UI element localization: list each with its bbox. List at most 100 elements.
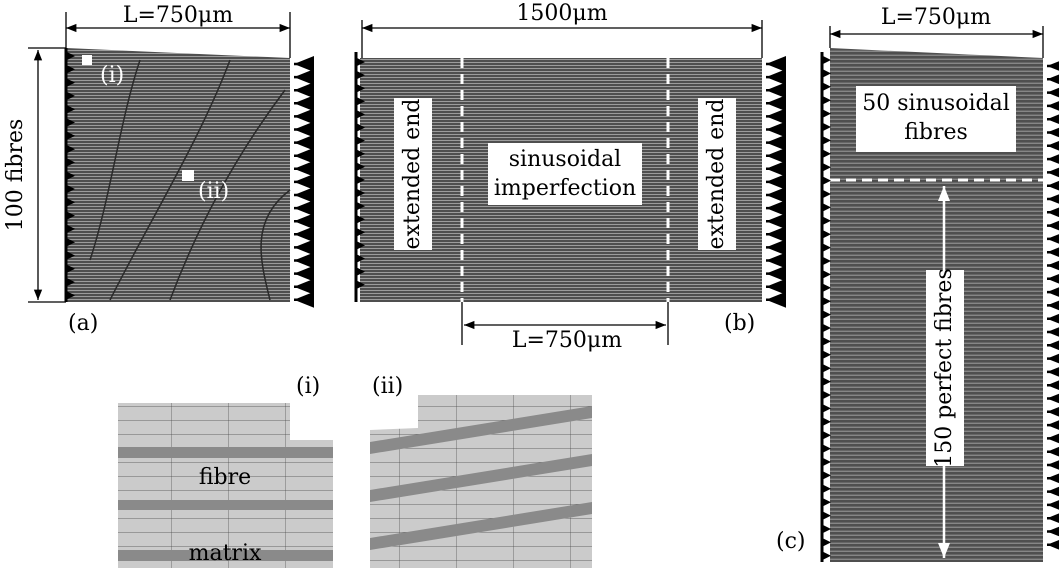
panel-label: (b) [724,311,755,336]
support-triangle [357,71,365,80]
support-triangle [357,228,365,237]
support-triangle [67,211,75,220]
panel-a: L=750μm 100 fibres (i) (ii) (a) [3,3,291,336]
mesh-inset [118,403,333,568]
support-triangle [357,110,365,119]
inset-marker-label: (i) [100,63,124,88]
support-triangle [823,458,831,466]
inset-annotation: matrix [189,541,262,566]
support-triangle [823,484,831,493]
support-triangle [823,176,831,185]
fibre-band [118,500,333,510]
support-triangle [823,404,831,413]
support-triangle [357,254,365,263]
support-triangle [357,136,365,145]
support-triangle [823,123,831,131]
section-label: fibres [904,120,968,145]
support-triangle [823,538,831,547]
dimension-label: L=750μm [881,5,991,30]
support-triangle [357,149,365,158]
support-triangle [67,158,75,167]
support-triangle [67,185,75,193]
fibre-band [118,447,333,458]
support-triangle [357,175,365,184]
support-triangle [67,131,75,140]
support-triangle [67,291,75,300]
fibre-band [370,502,592,550]
fibre-block [66,48,290,302]
support-triangle [823,525,831,533]
support-triangle [357,241,365,250]
support-triangle [67,65,75,74]
support-triangle [823,444,831,453]
support-triangle [67,52,75,60]
support-triangle [823,471,831,480]
support-triangle [823,350,831,359]
support-triangle [823,136,831,145]
support-triangle [823,511,831,520]
inset-i: (i) fibre matrix [118,374,333,568]
section-label: imperfection [494,176,636,201]
section-label: sinusoidal [509,147,621,172]
fibre-band [118,550,333,561]
section-label: extended end [400,99,425,250]
inset-label: (ii) [372,374,403,399]
support-triangle [67,238,75,247]
dimension-label: L=750μm [123,3,233,28]
label-box [926,270,964,466]
support-triangle [823,149,831,158]
support-triangle [823,109,831,118]
support-triangle [357,215,365,224]
panel-b: 1500μm extended end extended end sinusoi… [354,1,763,353]
support-triangle [823,230,831,239]
support-triangle [823,243,831,252]
mesh-curve [89,59,291,301]
fibre-band [370,454,592,502]
support-triangle [67,118,75,127]
support-triangle [823,391,831,399]
dimension-label: 1500μm [516,1,607,26]
inset-marker [82,55,92,65]
support-triangle [67,171,75,180]
support-triangle [823,324,831,332]
label-box [698,98,736,250]
support-triangle [357,267,365,276]
support-triangle [823,56,831,64]
support-triangle [357,202,365,211]
inset-marker [182,170,194,181]
panel-c: L=750μm 50 sinusoidal fibres 150 perfect… [776,5,1044,562]
support-triangle [823,310,831,319]
support-triangle [823,82,831,91]
fibre-count-label: 100 fibres [3,119,28,232]
support-triangle [357,123,365,132]
inset-ii: (ii) [370,374,592,568]
support-triangle [823,96,831,105]
support-triangle [823,431,831,440]
support-triangle [823,216,831,225]
support-triangle [67,105,75,114]
support-triangle [67,278,75,287]
support-triangle [823,498,831,507]
support-triangle [357,58,365,66]
support-triangle [823,377,831,386]
label-box [856,86,1016,152]
support-triangle [823,417,831,426]
section-label: 50 sinusoidal [862,91,1009,116]
support-triangle [823,257,831,265]
support-triangle [823,163,831,172]
support-triangle [823,297,831,306]
section-label: extended end [704,99,729,250]
support-triangle [67,224,75,233]
inset-marker-label: (ii) [198,179,229,204]
section-label: 150 perfect fibres [932,268,957,468]
fibre-band [370,406,592,454]
support-triangle [823,337,831,346]
inset-annotation: fibre [199,465,251,490]
support-triangle [357,97,365,106]
support-triangle [823,270,831,279]
panel-label: (c) [776,529,806,554]
support-triangle [67,78,75,87]
support-triangle [823,364,831,373]
support-triangle [357,189,365,197]
